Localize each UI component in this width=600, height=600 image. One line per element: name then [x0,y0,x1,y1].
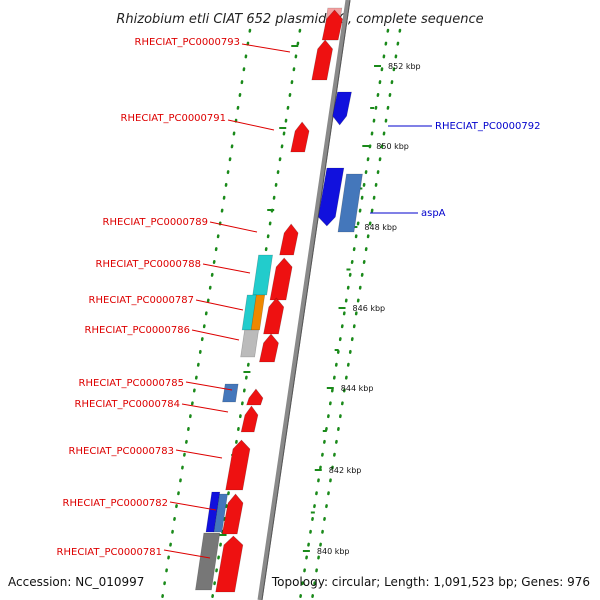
gene-forward [279,223,299,256]
gene-pseudo [240,329,259,358]
gene-label: RHECIAT_PC0000791 [121,113,226,124]
gene-label: RHECIAT_PC0000784 [75,399,180,410]
scale-tick-label: 846 kbp [353,304,386,313]
gene-label: RHECIAT_PC0000786 [85,325,190,336]
gene-noncoding [222,383,239,403]
scale-tick-label: 852 kbp [388,62,421,71]
label-leader-line [202,263,251,274]
gene-label: RHECIAT_PC0000785 [79,378,184,389]
label-leader-line [181,403,229,413]
label-leader-line [209,221,258,233]
gene-pseudo-dark [195,532,221,591]
gene-rna-cyan [252,254,273,296]
sequence-backbone [257,0,351,600]
label-leader-line [169,501,217,511]
gene-forward [263,297,285,335]
scale-tick-label: 844 kbp [341,384,374,393]
gene-label: RHECIAT_PC0000787 [89,295,194,306]
track-dots [310,28,402,600]
gene-forward [240,405,259,433]
map-title: Rhizobium etli CIAT 652 plasmid pC, comp… [116,12,483,27]
gene-label: RHECIAT_PC0000783 [69,446,174,457]
summary-text: Topology: circular; Length: 1,091,523 bp… [271,575,590,589]
label-leader-line [241,43,291,53]
gene-label: RHECIAT_PC0000781 [57,547,162,558]
label-leader-line [163,549,211,559]
gene-label: RHECIAT_PC0000789 [103,217,208,228]
gene-labels: RHECIAT_PC0000793 RHECIAT_PC0000791 RHECIA… [57,37,540,559]
gene-noncoding [337,173,363,233]
gene-label: RHECIAT_PC0000788 [96,259,201,270]
gene-label: RHECIAT_PC0000782 [63,498,168,509]
gene-forward [225,439,251,491]
gene-forward [290,121,310,153]
scale-tick-label: 850 kbp [376,142,409,151]
backbone-shadow [261,0,351,600]
label-leader-line [191,329,240,341]
gene-forward [269,257,293,301]
scale-tick-label: 840 kbp [317,547,350,556]
label-leader-line [175,449,223,459]
label-leader-line [195,299,244,311]
label-leader-line [227,119,275,131]
gene-forward [259,333,279,363]
scale-ticks: 852 kbp 850 kbp 848 kbp 846 kbp 844 kbp 842 k… [219,45,421,556]
accession-text: Accession: NC_010997 [8,575,144,589]
gene-label: aspA [421,208,446,219]
gene-forward [311,39,333,81]
gene-forward [246,388,264,406]
scale-tick-label: 842 kbp [329,466,362,475]
track-dots [298,28,390,600]
gene-glyphs [195,7,363,593]
gene-label: RHECIAT_PC0000793 [135,37,240,48]
label-leader-line [185,381,233,391]
gene-forward [215,535,244,593]
track-dots [160,28,252,600]
gene-reverse [332,91,352,126]
gene-reverse [318,167,345,227]
scale-tick-label: 848 kbp [364,223,397,232]
gene-noncoding [213,493,228,533]
gene-forward [321,9,343,41]
gene-label: RHECIAT_PC0000792 [435,121,540,132]
gene-forward [221,493,244,535]
